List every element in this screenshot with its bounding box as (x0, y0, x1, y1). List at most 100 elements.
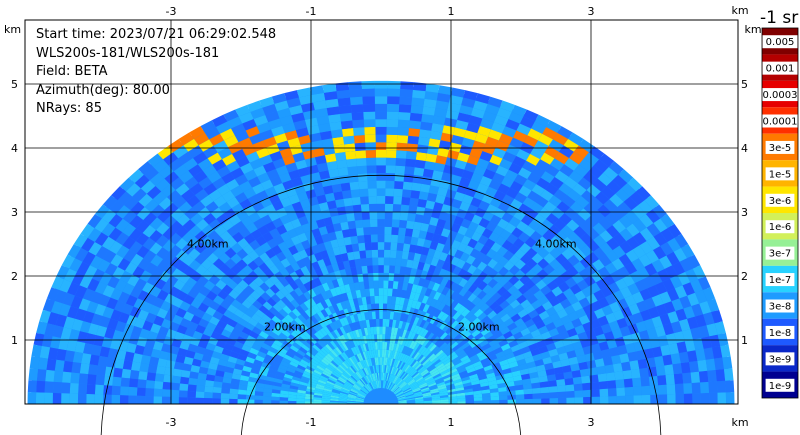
range-gate-cell (386, 381, 390, 389)
range-gate-cell (697, 359, 708, 372)
range-gate-cell (531, 241, 544, 253)
range-gate-cell (441, 371, 450, 378)
range-gate-cell (287, 322, 297, 332)
range-gate-cell (374, 103, 388, 112)
range-gate-cell (639, 227, 654, 241)
range-gate-cell (571, 318, 583, 328)
range-gate-cell (680, 362, 691, 374)
range-gate-cell (397, 397, 407, 400)
range-gate-cell (230, 383, 240, 390)
range-gate-cell (644, 263, 658, 276)
range-gate-cell (271, 315, 282, 325)
range-gate-cell (125, 182, 141, 197)
range-gate-cell (509, 299, 521, 309)
range-gate-cell (498, 266, 509, 277)
range-gate-cell (422, 168, 434, 178)
range-gate-cell (209, 133, 224, 146)
range-gate-cell (224, 247, 237, 259)
range-gate-cell (415, 334, 422, 343)
range-gate-cell (300, 265, 310, 276)
range-gate-cell (307, 164, 319, 175)
range-gate-cell (479, 150, 493, 162)
range-gate-cell (431, 326, 440, 335)
range-gate-cell (461, 358, 472, 365)
range-gate-cell (203, 398, 213, 404)
range-gate-cell (532, 353, 543, 362)
range-gate-cell (385, 180, 395, 189)
range-gate-cell (253, 114, 269, 127)
range-gate-cell (367, 366, 372, 375)
range-gate-cell (358, 281, 365, 290)
range-gate-cell (599, 388, 609, 397)
range-gate-cell (268, 306, 279, 316)
range-gate-cell (253, 339, 264, 347)
range-gate-cell (597, 172, 613, 186)
range-gate-cell (432, 115, 446, 126)
range-gate-cell (367, 383, 373, 391)
range-gate-cell (473, 393, 483, 398)
range-gate-cell (439, 392, 449, 396)
range-gate-cell (269, 150, 283, 162)
range-gate-cell (162, 152, 179, 166)
range-gate-cell (525, 269, 537, 280)
range-gate-cell (331, 263, 340, 272)
range-gate-cell (511, 227, 524, 239)
range-gate-cell (598, 380, 608, 390)
range-gate-cell (333, 191, 344, 201)
range-gate-cell (335, 82, 350, 92)
field-text: Field: BETA (36, 64, 108, 79)
range-gate-cell (375, 111, 387, 120)
range-gate-cell (561, 365, 572, 373)
range-gate-cell (414, 396, 424, 400)
range-gate-cell (447, 263, 457, 273)
range-gate-cell (439, 321, 448, 330)
range-gate-cell (71, 271, 85, 286)
range-gate-cell (615, 379, 625, 389)
range-gate-cell (551, 333, 562, 343)
range-gate-cell (290, 235, 302, 246)
range-gate-cell (425, 200, 436, 210)
range-gate-cell (524, 236, 537, 248)
range-gate-cell (213, 381, 223, 388)
range-gate-cell (157, 259, 170, 271)
range-gate-cell (431, 371, 441, 378)
range-gate-cell (523, 225, 536, 237)
range-gate-cell (202, 327, 214, 337)
range-gate-cell (522, 378, 532, 385)
range-gate-cell (579, 368, 590, 377)
range-gate-cell (117, 191, 133, 206)
range-gate-cell (408, 358, 416, 366)
range-gate-cell (290, 379, 300, 385)
range-gate-cell (269, 364, 279, 372)
range-gate-cell (345, 359, 352, 367)
range-gate-cell (155, 178, 170, 192)
range-gate-cell (128, 386, 138, 396)
range-gate-cell (322, 394, 331, 398)
range-gate-cell (544, 145, 559, 159)
range-gate-cell (606, 372, 616, 381)
range-gate-cell (664, 364, 674, 376)
range-gate-cell (332, 246, 341, 256)
range-gate-cell (398, 361, 404, 370)
range-gate-cell (498, 133, 513, 145)
range-gate-cell (438, 85, 453, 95)
range-gate-cell (169, 345, 180, 355)
range-gate-cell (350, 104, 364, 113)
range-gate-cell (284, 90, 299, 101)
range-gate-cell (385, 149, 397, 158)
range-gate-cell (363, 119, 376, 128)
range-gate-cell (196, 385, 205, 393)
range-gate-cell (460, 218, 472, 229)
range-gate-cell (415, 206, 426, 216)
range-gate-cell (87, 228, 102, 242)
range-gate-cell (514, 353, 525, 362)
range-gate-cell (573, 238, 587, 250)
range-gate-cell (492, 252, 503, 263)
range-gate-cell (268, 346, 279, 355)
range-gate-cell (175, 354, 186, 364)
range-gate-cell (303, 341, 313, 350)
range-gate-cell (266, 335, 276, 344)
range-gate-cell (359, 360, 365, 369)
range-gate-cell (487, 323, 498, 332)
x-tick-label-top: -3 (166, 5, 177, 18)
